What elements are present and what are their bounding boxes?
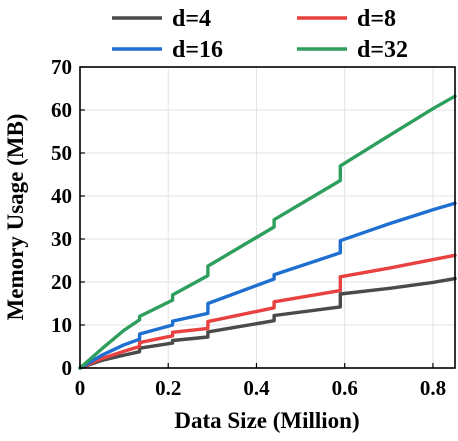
x-tick-label: 0.8 xyxy=(420,376,446,400)
tick-labels: 0 10 20 30 40 50 60 70 0 0.2 0.4 0.6 0.8 xyxy=(51,55,446,400)
y-tick-label: 60 xyxy=(51,98,72,122)
y-tick-label: 30 xyxy=(51,227,72,251)
y-tick-label: 20 xyxy=(51,270,72,294)
y-tick-label: 10 xyxy=(51,313,72,337)
legend-label: d=8 xyxy=(357,6,396,32)
y-axis-title: Memory Usage (MB) xyxy=(3,114,28,321)
legend-label: d=32 xyxy=(357,37,408,63)
plot-frame xyxy=(79,66,456,369)
series-line-d-4 xyxy=(78,276,457,370)
legend-label: d=16 xyxy=(172,37,223,63)
x-tick-label: 0.2 xyxy=(155,376,181,400)
legend: d=4 d=8 d=16 d=32 xyxy=(112,6,408,63)
y-tick-label: 40 xyxy=(51,184,72,208)
x-axis-title: Data Size (Million) xyxy=(174,408,359,433)
legend-label: d=4 xyxy=(172,6,211,32)
series-line-d-8 xyxy=(78,253,457,370)
series-lines xyxy=(78,94,457,370)
x-tick-label: 0 xyxy=(75,376,86,400)
grid xyxy=(80,67,455,368)
x-tick-label: 0.6 xyxy=(332,376,358,400)
series-line-d-32 xyxy=(78,94,457,370)
x-tick-label: 0.4 xyxy=(243,376,270,400)
y-tick-label: 70 xyxy=(51,55,72,79)
series-line-d-16 xyxy=(78,201,457,370)
y-tick-label: 0 xyxy=(62,356,73,380)
y-tick-label: 50 xyxy=(51,141,72,165)
